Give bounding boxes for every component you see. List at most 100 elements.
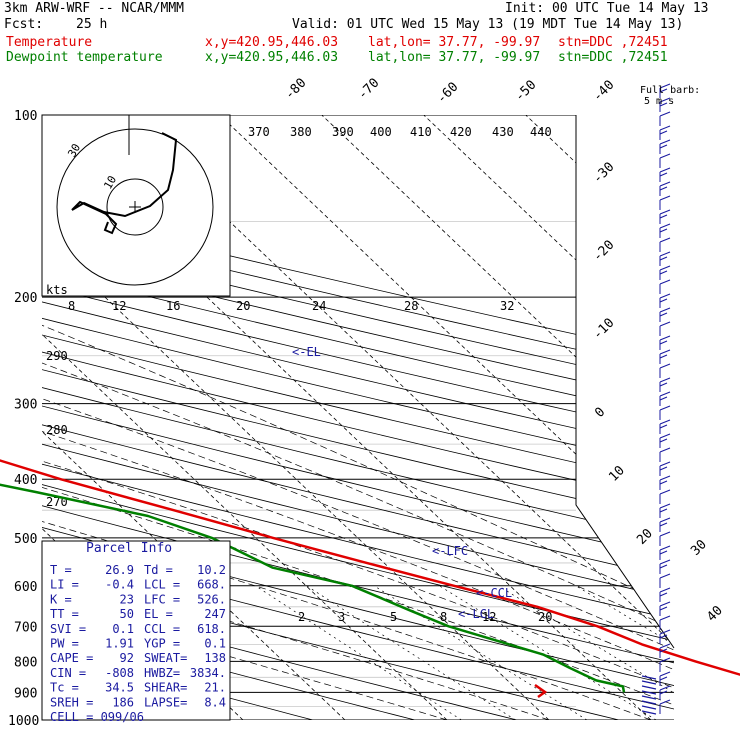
- wind-barb: [659, 279, 671, 285]
- wind-barb: [659, 438, 668, 443]
- parcel-param-name: LI =: [50, 578, 79, 592]
- wind-barb: [659, 265, 671, 271]
- isotherm-label: -20: [590, 238, 617, 265]
- wind-barb: [659, 83, 671, 89]
- wind-barb: [659, 676, 668, 681]
- theta-label: 380: [290, 125, 312, 139]
- parcel-param-value: 50: [120, 607, 134, 621]
- mixing-ratio-label: 3: [338, 610, 345, 624]
- valid-time: Valid: 01 UTC Wed 15 May 13 (19 MDT Tue …: [292, 17, 684, 32]
- parcel-param-value: -0.4: [105, 578, 134, 592]
- wind-barb: [659, 643, 671, 649]
- isotherm-label: -30: [590, 160, 617, 187]
- theta-label: 370: [248, 125, 270, 139]
- hodograph-units: kts: [46, 283, 68, 297]
- parcel-param-value: 526.: [197, 592, 226, 606]
- parcel-info-panel: [41, 540, 231, 721]
- wind-barb: [659, 293, 671, 299]
- dewpoint-legend-station: stn=DDC ,72451: [558, 50, 668, 65]
- parcel-param-name: SWEAT=: [144, 651, 187, 665]
- wind-barb: [659, 461, 671, 467]
- mixing-ratio-label: 12: [482, 610, 496, 624]
- wind-barb: [659, 88, 668, 93]
- moist-adiabat: [42, 296, 448, 720]
- mixing-ratio-label: 24: [312, 299, 326, 313]
- wind-barb: [641, 700, 657, 705]
- dewpoint-legend-label: Dewpoint temperature: [6, 50, 163, 65]
- dry-adiabat: [42, 115, 674, 720]
- wind-barb: [659, 531, 671, 537]
- wind-barb: [659, 424, 668, 429]
- wind-barb: [641, 690, 657, 695]
- wind-barb: [659, 391, 671, 397]
- isotherm-label: -60: [434, 80, 461, 107]
- temperature-trace: [0, 459, 740, 676]
- wind-barb: [659, 130, 668, 135]
- theta-label: 420: [450, 125, 472, 139]
- hodograph-outer-label: 30: [65, 142, 83, 160]
- parcel-param-value: 8.4: [204, 695, 226, 709]
- wind-barb: [659, 195, 671, 201]
- forecast-label: Fcst:: [4, 17, 44, 32]
- temperature-surface-marker: [534, 683, 548, 699]
- parcel-param-value: 10.2: [197, 563, 226, 577]
- wind-barb: [659, 139, 671, 145]
- wind-barb: [659, 615, 671, 621]
- mixing-ratio-label: 5: [390, 610, 397, 624]
- parcel-param-value: 26.9: [105, 563, 134, 577]
- mixing-ratio-label: 2: [298, 610, 305, 624]
- isotherm-label: 20: [634, 526, 656, 548]
- level-annotation: <-EL: [292, 345, 321, 359]
- barb-legend-units: 5 m s: [644, 96, 674, 107]
- moist-adiabat: [42, 296, 652, 720]
- isotherm-label: -40: [590, 78, 617, 105]
- theta-label: 280: [46, 423, 68, 437]
- wind-barb: [659, 167, 671, 173]
- theta-label: 390: [332, 125, 354, 139]
- isotherm-label: 40: [704, 603, 726, 625]
- dry-adiabat: [42, 115, 674, 720]
- parcel-param-name: LCL =: [144, 578, 180, 592]
- wind-barb: [659, 125, 671, 131]
- temperature-legend-xy: x,y=420.95,446.03: [205, 35, 339, 50]
- wind-barb: [659, 634, 668, 639]
- mixing-ratio-line: [255, 585, 462, 720]
- dewpoint-trace: [0, 483, 626, 693]
- wind-barb: [659, 340, 668, 345]
- dry-adiabat: [42, 115, 619, 720]
- hodograph-ring-label: 10: [101, 174, 119, 192]
- parcel-param-name: LAPSE=: [144, 695, 187, 709]
- wind-barb: [659, 466, 668, 471]
- wind-barb: [659, 377, 671, 383]
- mixing-ratio-label: 32: [500, 299, 514, 313]
- wind-barb: [659, 671, 671, 677]
- temperature-legend-station: stn=DDC ,72451: [558, 35, 668, 50]
- pressure-tick-label: 600: [14, 580, 37, 595]
- hodograph: [41, 114, 231, 297]
- isotherm-label: -70: [355, 76, 382, 103]
- moist-adiabat: [42, 296, 674, 720]
- parcel-param-name: CELL = 099/06: [50, 710, 144, 724]
- wind-barb: [659, 363, 671, 369]
- pressure-tick-label: 200: [14, 291, 37, 306]
- theta-label: 400: [370, 125, 392, 139]
- wind-barb: [659, 508, 668, 513]
- moist-adiabat: [42, 296, 674, 720]
- moist-adiabat: [42, 296, 550, 720]
- parcel-param-value: 1.91: [105, 637, 134, 651]
- wind-barb: [659, 606, 668, 611]
- wind-barb: [641, 695, 657, 700]
- parcel-param-name: T =: [50, 563, 72, 577]
- parcel-param-value: 23: [120, 592, 134, 606]
- pressure-tick-label: 700: [14, 620, 37, 635]
- dewpoint-legend-latlon: lat,lon= 37.77, -99.97: [368, 50, 541, 65]
- parcel-param-value: 247: [204, 607, 226, 621]
- wind-barb: [659, 587, 671, 593]
- dry-adiabat: [42, 115, 415, 720]
- wind-barb: [641, 675, 657, 680]
- pressure-tick-label: 800: [14, 655, 37, 670]
- pressure-tick-label: 100: [14, 109, 37, 124]
- wind-barb: [659, 97, 671, 103]
- pressure-tick-label: 300: [14, 398, 37, 413]
- wind-barb: [659, 256, 668, 261]
